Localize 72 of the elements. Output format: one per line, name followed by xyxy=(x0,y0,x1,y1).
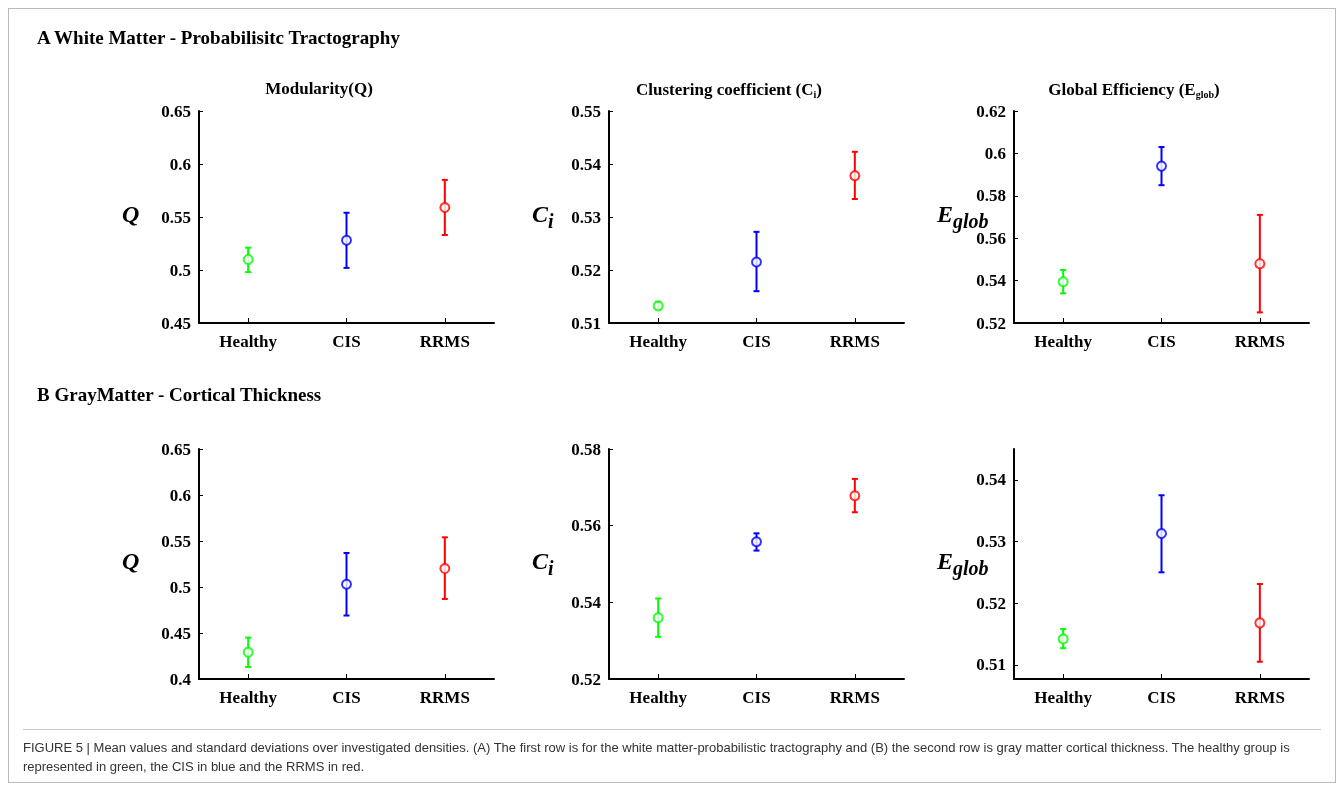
point xyxy=(652,612,664,624)
x-tick-label: RRMS xyxy=(419,332,470,351)
chart-title: Modularity(Q) xyxy=(265,79,373,98)
point xyxy=(751,256,762,268)
x-tick-label: Healthy xyxy=(1034,332,1093,351)
point xyxy=(439,201,451,213)
x-tick-label: CIS xyxy=(742,688,771,707)
point xyxy=(1156,527,1167,539)
point xyxy=(1156,160,1167,172)
x-tick-label: RRMS xyxy=(1234,688,1285,707)
y-tick-label: 0.4 xyxy=(169,669,192,689)
y-axis-title: Q xyxy=(122,201,140,228)
y-tick-label: 0.54 xyxy=(571,154,602,174)
chart-subtitle: A White Matter - Probabilisitc Tractography xyxy=(37,27,400,49)
point xyxy=(849,170,861,182)
x-tick-label: Healthy xyxy=(219,332,278,351)
y-tick-label: 0.58 xyxy=(571,439,601,459)
y-axis-title: C$_{i}$ xyxy=(532,201,554,233)
y-axis-title: Q xyxy=(122,548,140,575)
x-tick-label: CIS xyxy=(332,688,361,707)
y-tick-label: 0.65 xyxy=(161,101,191,121)
y-tick-label: 0.55 xyxy=(571,101,601,121)
point xyxy=(242,646,254,658)
point xyxy=(242,253,254,265)
y-tick-label: 0.54 xyxy=(571,592,602,612)
y-tick-label: 0.52 xyxy=(571,260,601,280)
chart-subtitle: B GrayMatter - Cortical Thickness xyxy=(37,384,322,406)
x-tick-label: CIS xyxy=(1147,688,1176,707)
point xyxy=(849,490,861,502)
x-tick-label: Healthy xyxy=(629,332,688,351)
point xyxy=(751,536,762,548)
point xyxy=(439,563,451,575)
y-tick-label: 0.54 xyxy=(976,271,1007,291)
y-tick-label: 0.5 xyxy=(169,577,191,597)
y-axis-title: E$_{glob}$ xyxy=(937,548,989,579)
y-tick-label: 0.65 xyxy=(161,439,191,459)
point xyxy=(1254,617,1266,629)
point xyxy=(1254,258,1266,270)
x-tick-label: Healthy xyxy=(219,688,278,707)
x-tick-label: Healthy xyxy=(629,688,688,707)
y-tick-label: 0.51 xyxy=(571,313,601,333)
y-tick-label: 0.52 xyxy=(976,593,1006,613)
y-tick-label: 0.6 xyxy=(169,485,191,505)
point xyxy=(341,578,352,590)
x-tick-label: CIS xyxy=(742,332,771,351)
point xyxy=(1057,276,1069,288)
y-tick-label: 0.53 xyxy=(976,531,1006,551)
x-tick-label: RRMS xyxy=(829,332,880,351)
y-tick-label: 0.55 xyxy=(161,531,191,551)
x-tick-label: RRMS xyxy=(1234,332,1285,351)
y-axis-title: C$_{i}$ xyxy=(532,548,554,580)
y-tick-label: 0.51 xyxy=(976,655,1006,675)
x-tick-label: CIS xyxy=(332,332,361,351)
y-tick-label: 0.52 xyxy=(571,669,601,689)
y-tick-label: 0.5 xyxy=(169,260,191,280)
y-tick-label: 0.54 xyxy=(976,470,1007,490)
y-tick-label: 0.45 xyxy=(161,623,191,643)
y-tick-label: 0.56 xyxy=(571,516,601,536)
y-tick-label: 0.53 xyxy=(571,207,601,227)
point xyxy=(341,234,352,246)
caption: FIGURE 5 | Mean values and standard deviations over investigated densities. (A) The first row is for the white matter-probabilistic tractography and (B) the second row is gray matter cortical thickness. The healthy group is represented in green, the CIS in blue and the RRMS in red. xyxy=(23,739,1291,776)
x-tick-label: Healthy xyxy=(1034,688,1093,707)
x-tick-label: RRMS xyxy=(419,688,470,707)
x-tick-label: CIS xyxy=(1147,332,1176,351)
x-tick-label: RRMS xyxy=(829,688,880,707)
y-tick-label: 0.6 xyxy=(984,143,1006,163)
y-tick-label: 0.45 xyxy=(161,313,191,333)
y-tick-label: 0.6 xyxy=(169,154,191,174)
y-tick-label: 0.52 xyxy=(976,313,1006,333)
point xyxy=(1057,633,1069,645)
y-tick-label: 0.55 xyxy=(161,207,191,227)
y-tick-label: 0.62 xyxy=(976,101,1006,121)
